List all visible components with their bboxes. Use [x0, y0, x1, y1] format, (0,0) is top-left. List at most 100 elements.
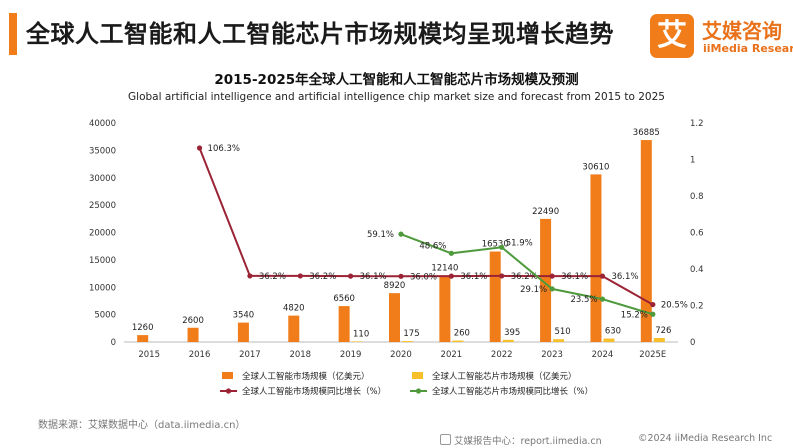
y-left-tick-label: 35000: [89, 146, 116, 156]
line-point: [549, 273, 555, 279]
bar: [502, 339, 514, 342]
brand-logo: 艾 艾媒咨询 iiMedia Research: [650, 14, 793, 58]
bar: [540, 218, 552, 342]
line-data-label: 36.0%: [410, 272, 437, 282]
report-center-link: 艾媒报告中心：report.iimedia.cn: [440, 433, 602, 447]
bar-data-label: 630: [605, 327, 621, 337]
line-point: [196, 145, 203, 151]
y-right-tick-label: 0.4: [690, 265, 704, 275]
line-data-label: 48.6%: [419, 241, 446, 251]
line-point: [448, 273, 454, 279]
bar: [603, 338, 615, 342]
logo-name-en: iiMedia Research: [703, 42, 793, 55]
bar: [288, 315, 300, 342]
chart-title: 2015-2025年全球人工智能和人工智能芯片市场规模及预测: [214, 72, 579, 88]
line-point: [297, 273, 303, 279]
report-icon: [440, 434, 451, 445]
bar: [237, 322, 249, 342]
bar-data-label: 12140: [431, 264, 458, 274]
bar-data-label: 22490: [532, 207, 559, 217]
bar-data-label: 510: [554, 327, 570, 337]
x-tick-label: 2017: [239, 350, 261, 360]
series-line: [400, 233, 654, 316]
bar: [187, 327, 199, 342]
bar: [402, 341, 413, 342]
line-data-label: 36.1%: [561, 272, 588, 282]
y-right-tick-label: 0.6: [690, 229, 704, 239]
y-left-tick-label: 0: [111, 338, 116, 348]
logo-mark-icon: 艾: [650, 14, 694, 58]
title-accent-bar: [9, 13, 17, 55]
legend-swatch-dot: [415, 388, 422, 394]
line-data-label: 106.3%: [208, 144, 240, 154]
x-tick-label: 2024: [592, 350, 614, 360]
bar: [640, 140, 652, 342]
line-data-label: 23.5%: [570, 295, 597, 305]
x-tick-label: 2025E: [639, 350, 666, 360]
legend-swatch-dot: [225, 388, 232, 394]
x-tick-label: 2023: [541, 350, 563, 360]
logo-name-cn: 艾媒咨询: [702, 19, 782, 43]
line-point: [499, 244, 505, 250]
line-point: [650, 311, 656, 317]
bar: [653, 338, 665, 342]
bar: [590, 174, 602, 342]
line-point: [398, 273, 404, 279]
x-tick-label: 2015: [138, 350, 160, 360]
line-point: [398, 231, 404, 237]
legend-label: 全球人工智能市场规模（亿美元）: [242, 371, 370, 382]
bar: [389, 293, 400, 342]
page-title: 全球人工智能和人工智能芯片市场规模均呈现增长趋势: [26, 20, 614, 48]
line-point: [650, 301, 656, 308]
series-line: [198, 147, 654, 306]
bar-data-label: 4820: [283, 304, 305, 314]
y-right-tick-label: 0.2: [690, 302, 704, 312]
line-data-label: 15.2%: [621, 310, 648, 320]
y-left-tick-label: 30000: [89, 174, 116, 184]
legend-swatch: [412, 372, 423, 379]
x-tick-label: 2021: [441, 350, 463, 360]
line-data-label: 36.1%: [611, 272, 638, 282]
line-data-label: 20.5%: [661, 301, 688, 311]
bar-data-label: 3540: [233, 311, 255, 321]
bar-data-label: 8920: [384, 281, 406, 291]
line-data-label: 36.1%: [360, 272, 387, 282]
y-right-tick-label: 1.2: [690, 119, 704, 129]
line-data-label: 36.2%: [259, 272, 286, 282]
line-data-label: 36.2%: [309, 272, 336, 282]
bar: [489, 251, 501, 342]
bar-data-label: 16530: [482, 239, 509, 249]
bar-data-label: 36885: [633, 128, 660, 138]
bar-data-label: 1260: [132, 323, 154, 333]
bar: [351, 341, 363, 342]
legend-label: 全球人工智能芯片市场规模同比增长（%）: [432, 386, 593, 397]
line-data-label: 51.9%: [506, 238, 533, 248]
line-point: [599, 296, 606, 302]
data-source-note: 数据来源：艾媒数据中心（data.iimedia.cn）: [38, 420, 246, 431]
bar-data-label: 175: [403, 329, 419, 339]
copyright: ©2024 iiMedia Research Inc: [638, 433, 773, 444]
line-data-label: 29.1%: [520, 285, 547, 295]
line-point: [448, 250, 454, 256]
bar-data-label: 110: [353, 329, 369, 339]
y-left-tick-label: 10000: [89, 283, 116, 293]
legend-label: 全球人工智能市场规模同比增长（%）: [242, 386, 386, 397]
y-right-tick-label: 0.8: [690, 192, 704, 202]
line-data-label: 36.2%: [511, 272, 538, 282]
x-tick-label: 2022: [491, 350, 513, 360]
x-tick-label: 2016: [189, 350, 211, 360]
y-left-tick-label: 20000: [89, 229, 116, 239]
line-point: [549, 286, 555, 292]
bar-data-label: 260: [454, 329, 470, 339]
line-data-label: 59.1%: [367, 230, 394, 240]
bar: [452, 340, 464, 342]
bar-data-label: 726: [655, 326, 671, 336]
line-point: [499, 273, 505, 279]
x-tick-label: 2019: [340, 350, 362, 360]
legend-swatch: [222, 372, 233, 379]
bar-data-label: 30610: [582, 162, 609, 172]
line-data-label: 36.1%: [460, 272, 487, 282]
bar: [338, 306, 350, 342]
report-center-text: 艾媒报告中心：report.iimedia.cn: [454, 436, 602, 447]
